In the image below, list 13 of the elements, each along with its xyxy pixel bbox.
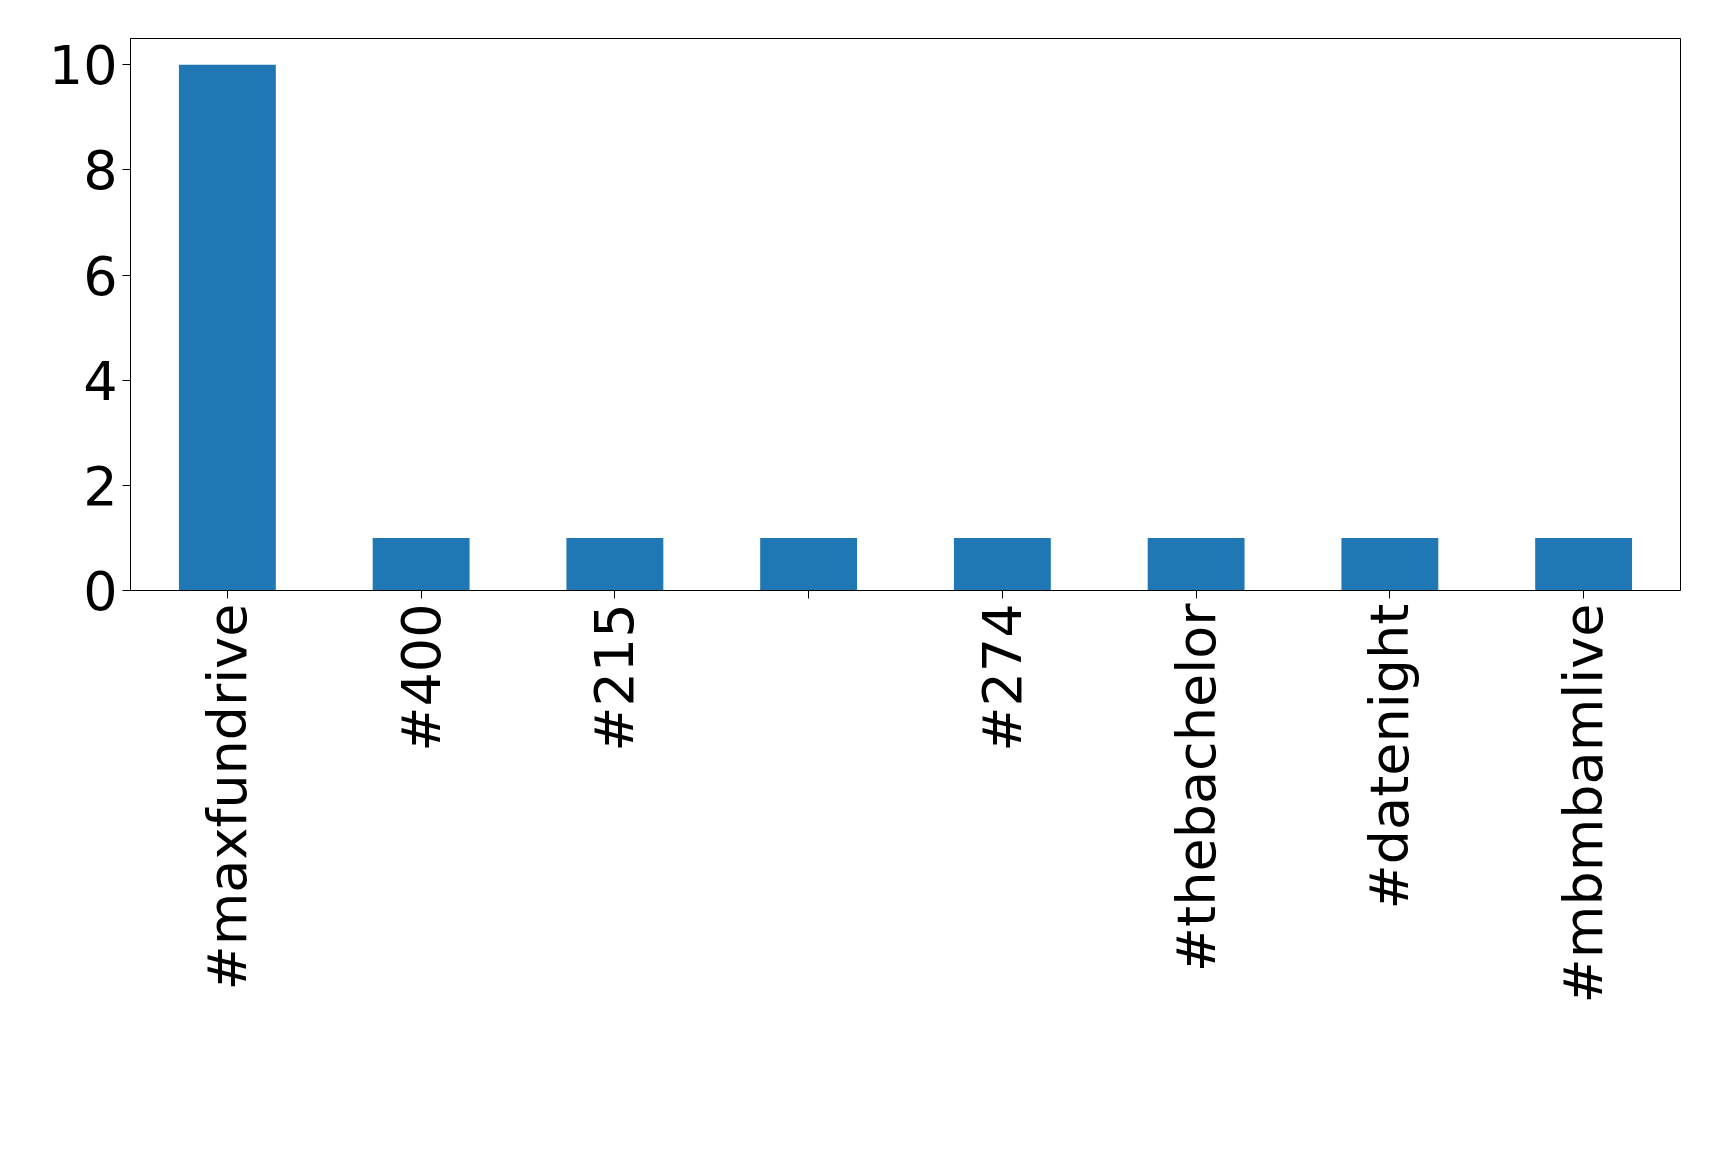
y-tick-label: 6 [83,244,118,308]
x-tick-label: #thebachelor [1164,602,1228,973]
y-tick-label: 2 [83,454,118,518]
y-tick-label: 10 [48,34,118,98]
x-tick-label: #274 [970,603,1034,752]
x-tick-label: #215 [583,603,647,752]
x-tick-label: #datenight [1358,603,1422,910]
y-tick-label: 4 [83,349,118,413]
x-tick-label: #mbmbamlive [1552,603,1616,1004]
x-tick-label: #maxfundrive [195,603,259,991]
y-tick-label: 0 [83,560,118,623]
y-tick-label: 8 [83,139,118,203]
x-tick-label: #400 [389,603,453,752]
